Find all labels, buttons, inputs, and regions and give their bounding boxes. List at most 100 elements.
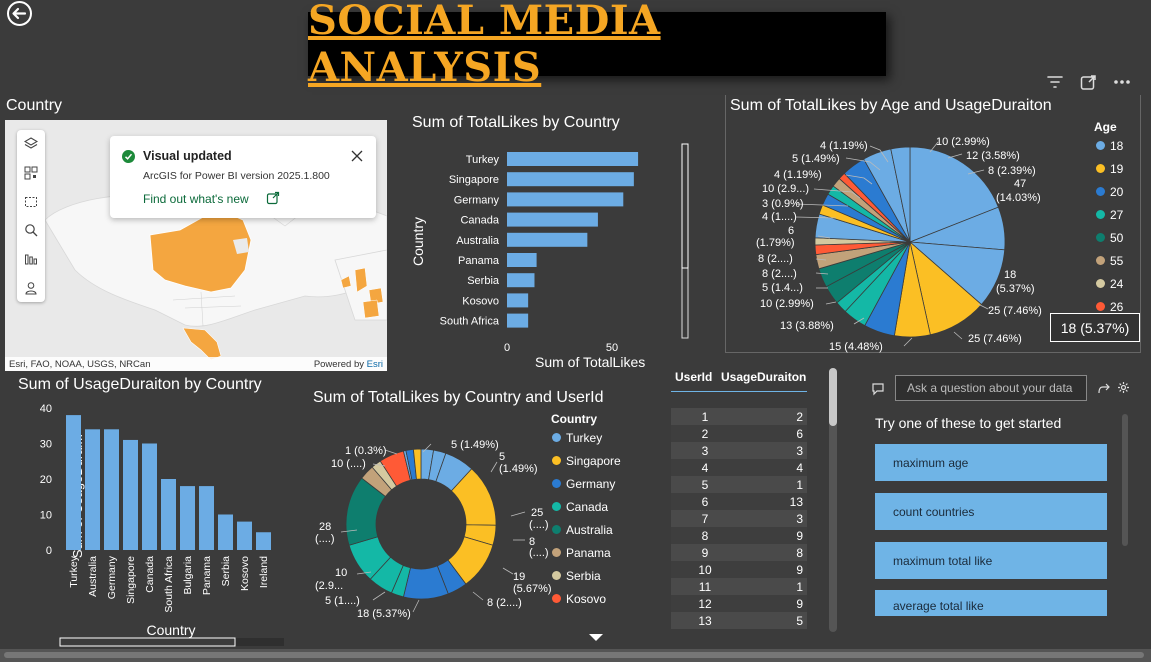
likes-by-country-tick-0: 0 xyxy=(504,342,510,354)
qa-question-input[interactable]: Ask a question about your data xyxy=(895,375,1087,401)
back-arrow-icon[interactable] xyxy=(6,0,33,27)
legend-item[interactable]: 20 xyxy=(1096,180,1136,203)
hbar-bar[interactable] xyxy=(507,152,639,166)
vbar-bar[interactable] xyxy=(123,439,138,550)
hbar-label: Kosovo xyxy=(462,295,499,307)
vbar-bar[interactable] xyxy=(85,429,100,550)
country-map[interactable]: Visual updated ArcGIS for Power BI versi… xyxy=(5,120,387,371)
hbar-bar[interactable] xyxy=(507,313,529,328)
vbar-bar[interactable] xyxy=(161,479,176,550)
table-row[interactable]: 6 13 xyxy=(671,493,807,510)
pie-slice[interactable] xyxy=(890,146,911,243)
more-options-icon[interactable] xyxy=(1113,79,1131,85)
qa-suggestion-max-age[interactable]: maximum age xyxy=(875,444,1107,481)
usage-by-country-chart[interactable]: Sum of UsageDurai... Country 010203040Tu… xyxy=(10,398,290,660)
hbar-bar[interactable] xyxy=(507,192,624,207)
hbar-bar[interactable] xyxy=(507,273,535,288)
age-legend-title: Age xyxy=(1094,120,1117,134)
vbar-bar[interactable] xyxy=(180,486,195,550)
page-scrollbar[interactable] xyxy=(0,649,1151,662)
vbar-bar[interactable] xyxy=(104,429,119,550)
qa-scrollbar[interactable] xyxy=(1122,414,1128,546)
legend-item[interactable]: Turkey xyxy=(552,426,632,449)
likes-by-country-chart[interactable]: Country Sum of TotalLikes 0 50 Turkey Sin… xyxy=(405,138,695,370)
legend-item[interactable]: Australia xyxy=(552,518,632,541)
gear-icon[interactable] xyxy=(1117,381,1130,394)
svg-text:15 (4.48%): 15 (4.48%) xyxy=(829,341,883,353)
svg-text:47: 47 xyxy=(1014,178,1026,190)
svg-text:10: 10 xyxy=(335,567,347,579)
vbar-bar[interactable] xyxy=(66,415,81,550)
pie-slice[interactable] xyxy=(909,146,999,243)
chevron-down-icon[interactable] xyxy=(588,633,604,642)
hbar-bar[interactable] xyxy=(507,293,529,308)
table-row[interactable]: 13 5 xyxy=(671,612,807,629)
usage-by-country-scroll-thumb[interactable] xyxy=(59,637,236,647)
legend-item[interactable]: Singapore xyxy=(552,449,632,472)
legend-item[interactable]: 18 xyxy=(1096,134,1136,157)
legend-item[interactable]: 50 xyxy=(1096,226,1136,249)
legend-item[interactable]: 27 xyxy=(1096,203,1136,226)
hbar-bar[interactable] xyxy=(507,232,588,247)
table-row[interactable]: 10 9 xyxy=(671,561,807,578)
qa-suggestion-count-countries[interactable]: count countries xyxy=(875,493,1107,530)
external-link-icon[interactable] xyxy=(266,191,280,205)
legend-item[interactable]: 24 xyxy=(1096,272,1136,295)
qa-suggestion-max-total-like[interactable]: maximum total like xyxy=(875,542,1107,579)
legend-item[interactable]: 19 xyxy=(1096,157,1136,180)
vbar-tick: 40 xyxy=(40,403,52,415)
pie-slice[interactable] xyxy=(412,448,422,480)
age-usage-pie-chart[interactable]: 4 (1.19%) 5 (1.49%) 4 (1.19%) 10 (2.9...… xyxy=(740,118,1090,358)
close-icon[interactable] xyxy=(351,150,363,162)
vbar-bar[interactable] xyxy=(256,532,271,550)
filter-icon[interactable] xyxy=(1046,74,1064,90)
qr-select-icon[interactable] xyxy=(24,166,38,180)
layers-icon[interactable] xyxy=(24,137,38,151)
legend-item[interactable]: Germany xyxy=(552,472,632,495)
legend-item[interactable]: Kosovo xyxy=(552,587,632,610)
legend-item[interactable]: Serbia xyxy=(552,564,632,587)
vbar-bar[interactable] xyxy=(218,514,233,551)
table-scrollbar[interactable] xyxy=(829,368,837,632)
table-scroll-thumb[interactable] xyxy=(829,368,837,426)
share-icon[interactable] xyxy=(1096,381,1111,396)
analytics-icon[interactable] xyxy=(24,252,38,266)
qa-suggestion-avg-total-like[interactable]: average total like xyxy=(875,590,1107,616)
legend-label: Panama xyxy=(566,545,611,560)
toast-link[interactable]: Find out what's new xyxy=(143,192,249,206)
table-row[interactable]: 12 9 xyxy=(671,595,807,612)
vbar-bar[interactable] xyxy=(237,521,252,550)
col-header-usage[interactable]: UsageDuraiton xyxy=(721,369,807,384)
svg-text:(1.79%): (1.79%) xyxy=(756,237,795,249)
vbar-bar[interactable] xyxy=(142,443,157,551)
vbar-label: Turkey xyxy=(68,555,80,587)
legend-item[interactable]: Canada xyxy=(552,495,632,518)
col-header-userid[interactable]: UserId xyxy=(675,369,713,384)
esri-link[interactable]: Esri xyxy=(366,358,383,370)
focus-mode-icon[interactable] xyxy=(1080,74,1097,91)
search-icon[interactable] xyxy=(24,223,38,237)
country-user-donut-chart[interactable]: 1 (0.3%) 10 (....) 5 (1.49%) 5 (1.49%) 2… xyxy=(305,412,555,622)
rectangle-select-icon[interactable] xyxy=(24,195,38,209)
person-icon[interactable] xyxy=(24,281,38,295)
qa-chat-icon xyxy=(872,383,884,396)
vbar-bar[interactable] xyxy=(199,486,214,550)
table-row[interactable]: 11 1 xyxy=(671,578,807,595)
likes-by-country-scroll-thumb[interactable] xyxy=(681,143,689,269)
hbar-bar[interactable] xyxy=(507,253,537,267)
legend-item[interactable]: 55 xyxy=(1096,249,1136,272)
hbar-bar[interactable] xyxy=(507,212,598,227)
hbar-bar[interactable] xyxy=(507,172,634,187)
legend-item[interactable]: Panama xyxy=(552,541,632,564)
page-scroll-thumb[interactable] xyxy=(4,652,1144,658)
legend-item[interactable]: 26 xyxy=(1096,295,1136,318)
